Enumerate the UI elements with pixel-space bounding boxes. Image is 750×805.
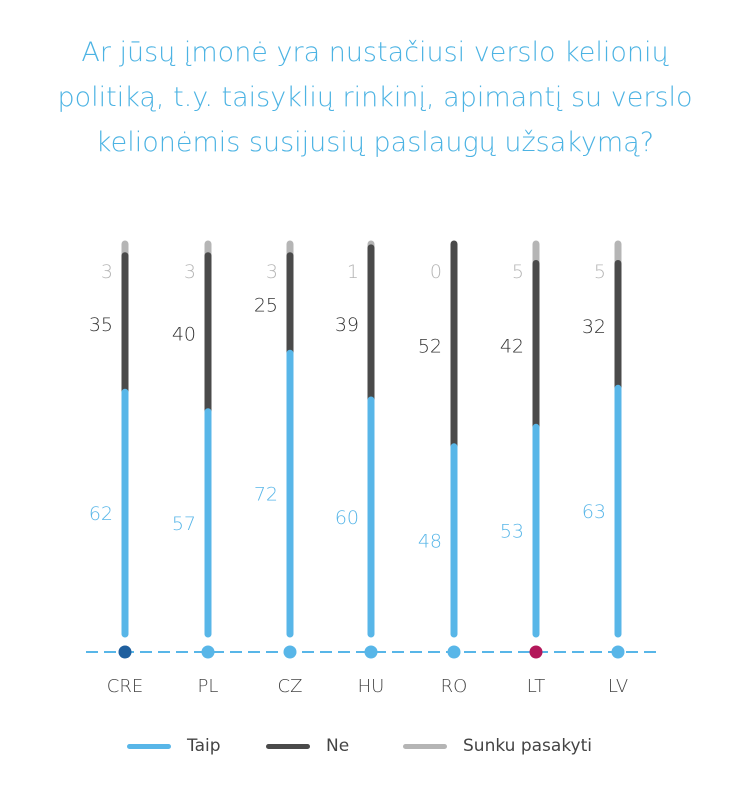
legend-label-ne: Ne <box>326 736 350 756</box>
marker-dot-hu <box>364 645 378 659</box>
chart-title-line-3: kelionėmis susijusių paslaugų užsakymą? <box>95 127 655 158</box>
marker-dot-cz <box>283 645 297 659</box>
stacked-bar-chart: 62 35 3 CRE 57 40 3 PL 72 25 3 CZ 60 39 1 HU 48 52 0 RO 53 42… <box>86 240 660 697</box>
marker-dot-pl <box>201 645 215 659</box>
marker-dot-cre <box>118 645 132 659</box>
value-label-ne-cre: 35 <box>89 314 113 336</box>
value-label-ne-pl: 40 <box>172 324 196 346</box>
category-label-ro: RO <box>441 676 468 697</box>
legend-swatch-taip <box>127 743 171 749</box>
value-label-taip-ro: 48 <box>418 530 442 552</box>
value-label-sunku-lt: 5 <box>512 261 524 283</box>
legend-swatch-sunku <box>403 743 447 749</box>
value-label-sunku-cz: 3 <box>266 261 278 283</box>
value-label-sunku-hu: 1 <box>347 261 359 283</box>
value-label-sunku-pl: 3 <box>184 261 196 283</box>
legend-item-taip: Taip <box>127 736 221 756</box>
chart-title-line-1: Ar jūsų įmonė yra nustačiusi verslo keli… <box>81 37 669 68</box>
value-label-ne-lv: 32 <box>582 316 606 338</box>
value-label-taip-cre: 62 <box>89 503 113 525</box>
category-label-lt: LT <box>527 676 546 697</box>
value-label-ne-ro: 52 <box>418 335 442 357</box>
legend-swatch-ne <box>266 743 310 749</box>
value-label-ne-cz: 25 <box>254 294 278 316</box>
chart-title-line-2: politiką, t.y. taisyklių rinkinį, apiman… <box>57 82 693 113</box>
marker-dot-ro <box>447 645 461 659</box>
value-label-ne-hu: 39 <box>335 314 359 336</box>
value-label-sunku-cre: 3 <box>101 261 113 283</box>
legend-item-ne: Ne <box>266 736 349 756</box>
legend-label-sunku: Sunku pasakyti <box>463 736 593 756</box>
value-label-sunku-ro: 0 <box>430 261 442 283</box>
category-label-hu: HU <box>358 676 385 697</box>
value-label-taip-hu: 60 <box>335 507 359 529</box>
legend-item-sunku: Sunku pasakyti <box>403 736 592 756</box>
category-label-cre: CRE <box>107 676 143 697</box>
chart-title: Ar jūsų įmonė yra nustačiusi verslo keli… <box>0 30 750 165</box>
marker-dot-lt <box>529 645 543 659</box>
category-label-lv: LV <box>608 676 628 697</box>
marker-dot-lv <box>611 645 625 659</box>
value-label-ne-lt: 42 <box>500 335 524 357</box>
category-label-pl: PL <box>198 676 219 697</box>
legend-label-taip: Taip <box>187 736 221 756</box>
value-label-taip-cz: 72 <box>254 484 278 506</box>
value-label-taip-lt: 53 <box>500 521 524 543</box>
category-label-cz: CZ <box>278 676 303 697</box>
value-label-sunku-lv: 5 <box>594 261 606 283</box>
chart-legend: Taip Ne Sunku pasakyti <box>0 736 750 760</box>
value-label-taip-pl: 57 <box>172 513 196 535</box>
value-label-taip-lv: 63 <box>582 501 606 523</box>
